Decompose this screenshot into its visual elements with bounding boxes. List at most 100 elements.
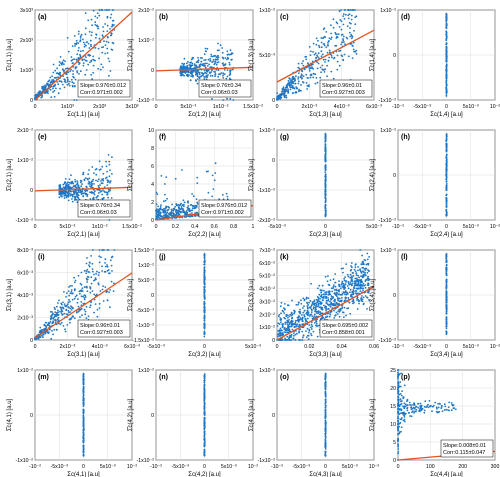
y-tick-label: -1x10⁻² [258, 188, 276, 194]
x-tick-label: 0 [276, 104, 279, 110]
data-point [70, 59, 73, 62]
data-point [90, 255, 92, 257]
data-point [92, 197, 94, 200]
data-point [214, 60, 217, 63]
data-point [91, 31, 93, 34]
data-point [108, 9, 111, 11]
data-point [102, 179, 105, 182]
data-point [52, 317, 55, 320]
data-point [180, 207, 183, 210]
data-point [64, 328, 66, 331]
data-point [323, 44, 326, 47]
data-point [334, 281, 336, 284]
y-axis-label: Σ̂c(1,2) [a.u] [128, 38, 134, 71]
data-point [346, 285, 349, 287]
data-point [85, 317, 88, 319]
data-point [175, 214, 178, 216]
data-point [112, 9, 115, 11]
data-point [63, 303, 66, 305]
y-tick-label: 1x10⁻² [138, 368, 154, 374]
data-point [85, 56, 87, 58]
stats-line: Slope:0.976±0.012 [201, 203, 247, 209]
data-point [338, 64, 341, 67]
data-point [279, 305, 282, 308]
panel-label: (h) [401, 134, 410, 141]
x-tick-label: 10⁻² [490, 344, 500, 350]
data-point [203, 271, 206, 274]
y-tick-label: 1x10⁻² [138, 38, 154, 44]
data-point [281, 334, 284, 336]
data-point [82, 403, 85, 406]
data-point [351, 266, 353, 269]
data-point [100, 182, 103, 185]
x-axis-label: Σc(4,2) [a.u] [188, 472, 221, 477]
data-point [297, 303, 299, 306]
data-point [46, 331, 49, 334]
data-point [351, 57, 354, 59]
data-point [192, 205, 195, 207]
y-tick-label: 1x10⁻² [259, 8, 275, 14]
data-point [82, 62, 85, 64]
data-point [223, 69, 226, 71]
data-point [342, 282, 345, 285]
data-point [190, 75, 193, 78]
x-tick-label: -10⁻² [392, 344, 404, 350]
data-point [203, 266, 206, 269]
data-point [171, 203, 173, 206]
data-point [300, 302, 303, 305]
y-tick-label: 2 [151, 200, 154, 206]
panel-d: -10⁻² -5x10⁻³ 0 5x10⁻³ 10⁻²-1x10⁻²01x10⁻²(d)… [370, 8, 500, 118]
data-point [320, 312, 322, 315]
data-point [163, 207, 165, 210]
data-point [157, 205, 159, 208]
data-point [211, 195, 213, 198]
data-point [181, 204, 184, 207]
data-point [95, 168, 98, 170]
data-point [340, 43, 343, 46]
data-point [324, 293, 326, 296]
data-point [209, 59, 212, 62]
y-tick-label: 2x10⁻² [17, 128, 33, 134]
data-point [77, 185, 80, 187]
data-point [352, 48, 355, 51]
data-point [312, 72, 315, 75]
data-point [83, 270, 86, 272]
data-point [169, 212, 171, 214]
data-point [90, 34, 93, 37]
data-point [324, 415, 327, 418]
data-point [203, 445, 206, 448]
data-point [82, 412, 85, 414]
data-point [95, 179, 97, 182]
data-point [315, 298, 318, 301]
data-point [328, 304, 330, 307]
data-point [297, 62, 300, 65]
data-point [445, 208, 448, 211]
data-point [203, 259, 206, 262]
data-point [93, 172, 95, 174]
data-point [445, 206, 448, 208]
data-point [445, 331, 448, 334]
data-point [196, 66, 199, 69]
data-point [113, 24, 115, 26]
y-tick-label: 1x10⁻² [259, 325, 275, 331]
data-point [336, 303, 339, 306]
data-point [324, 197, 327, 200]
data-point [85, 41, 88, 44]
data-point [98, 255, 101, 258]
data-point [283, 94, 285, 97]
data-point [61, 187, 64, 190]
data-point [349, 281, 352, 283]
data-point [203, 405, 206, 408]
x-tick-label: 5x10⁻³ [245, 344, 261, 350]
data-point [168, 207, 171, 209]
data-point [324, 173, 327, 176]
data-point [309, 300, 312, 302]
data-point [49, 321, 52, 323]
data-point [87, 182, 90, 185]
data-point [280, 90, 283, 93]
data-point [196, 75, 199, 78]
data-point [77, 30, 80, 33]
data-point [316, 325, 318, 328]
x-tick-label: 10⁻² [490, 224, 500, 230]
